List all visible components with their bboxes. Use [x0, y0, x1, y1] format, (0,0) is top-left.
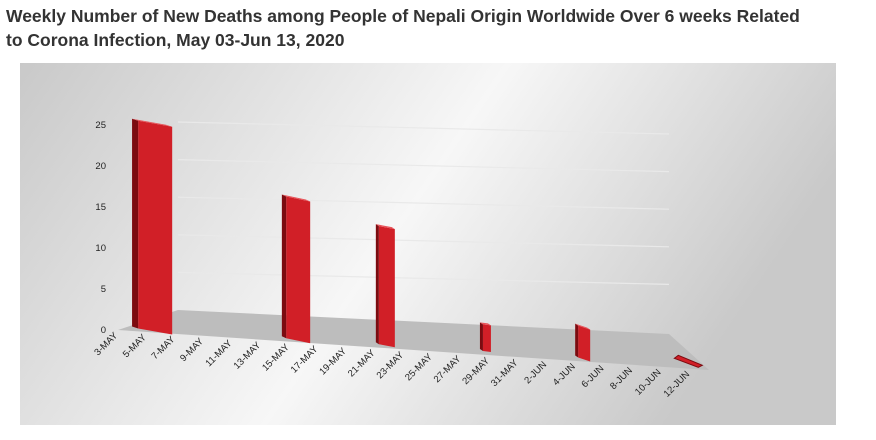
- y-tick-label: 0: [101, 325, 106, 336]
- bar-side-face: [479, 322, 483, 351]
- bar-face: [673, 354, 704, 368]
- bar-side-face: [281, 194, 287, 339]
- bar-front-face: [378, 226, 395, 348]
- bar: [375, 224, 395, 348]
- y-tick-label: 15: [95, 202, 106, 213]
- y-tick-label: 25: [95, 120, 106, 131]
- bar: [281, 194, 311, 344]
- bar-front-face: [138, 120, 173, 335]
- bar-side-face: [375, 224, 379, 345]
- bar-top-face: [281, 194, 311, 202]
- gridline: [177, 121, 670, 135]
- y-tick-label: 10: [95, 243, 106, 254]
- y-tick-label: 5: [101, 284, 106, 295]
- bar-front-face: [286, 196, 311, 344]
- gridline: [177, 271, 670, 285]
- gridline: [177, 159, 670, 173]
- gridline: [177, 234, 670, 248]
- y-axis-tick-labels: 0 5 10 15 20 25: [95, 120, 106, 336]
- bar: [132, 118, 173, 335]
- chart-title-line-1: Weekly Number of New Deaths among People…: [6, 6, 800, 26]
- chart-title-line-2: to Corona Infection, May 03-Jun 13, 2020: [6, 30, 345, 50]
- bars: [132, 118, 704, 368]
- bar-side-face: [575, 323, 579, 358]
- gridlines: [177, 121, 670, 285]
- chart-title: Weekly Number of New Deaths among People…: [6, 4, 856, 52]
- bar-top-face: [575, 323, 591, 330]
- bar-top-face: [132, 118, 173, 127]
- chart-floor: [118, 310, 709, 370]
- y-tick-label: 20: [95, 161, 106, 172]
- bar: [673, 354, 704, 368]
- bar: [479, 322, 491, 352]
- bar-top-face: [375, 224, 395, 230]
- gridline: [177, 196, 670, 210]
- bar-front-face: [482, 324, 491, 352]
- bar: [575, 323, 591, 362]
- bar-front-face: [578, 325, 591, 362]
- bar-top-face: [479, 322, 491, 326]
- bar-side-face: [132, 118, 139, 329]
